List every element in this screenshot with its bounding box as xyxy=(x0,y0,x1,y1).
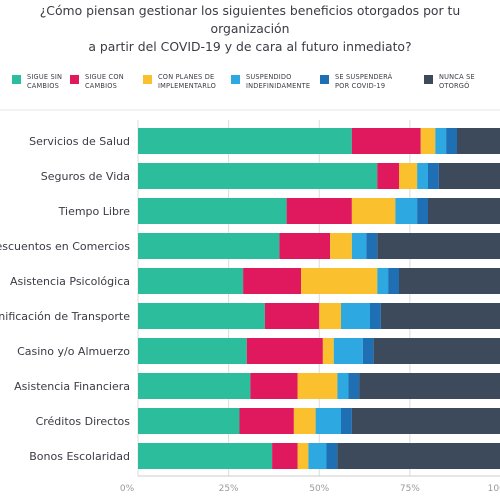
bar-segment xyxy=(301,268,378,294)
legend-item: SIGUE SIN CAMBIOS xyxy=(12,73,62,91)
bar-segment xyxy=(250,373,298,399)
bar-segment xyxy=(373,338,500,364)
legend-swatch xyxy=(70,75,79,84)
category-label: Bonos Escolaridad xyxy=(29,450,130,463)
bar-segment xyxy=(246,338,323,364)
bar-segment xyxy=(337,443,500,469)
legend-item: SE SUSPENDERÁ POR COVID-19 xyxy=(320,73,392,91)
category-label: Bonificación de Transporte xyxy=(0,310,130,323)
legend-swatch xyxy=(320,75,329,84)
bar-segment xyxy=(337,373,349,399)
category-label: Tiempo Libre xyxy=(58,205,131,218)
bar-segment xyxy=(272,443,298,469)
legend-item: SUSPENDIDO INDEFINIDAMENTE xyxy=(231,73,310,91)
legend-label: SE SUSPENDERÁ POR COVID-19 xyxy=(335,73,393,90)
legend-label: SIGUE SIN CAMBIOS xyxy=(27,73,63,90)
bar-segment xyxy=(366,233,378,259)
bar-segment xyxy=(297,443,309,469)
bar-segment xyxy=(446,128,457,154)
category-label: Asistencia Psicológica xyxy=(10,275,130,288)
bar-segment xyxy=(438,163,500,189)
bar-segment xyxy=(395,198,418,224)
bar-segment xyxy=(351,408,500,434)
bar-segment xyxy=(377,233,500,259)
legend-label: CON PLANES DE IMPLEMENTARLO xyxy=(158,73,217,90)
legend-label: NUNCA SE OTORGÓ xyxy=(439,73,475,90)
bar-segment xyxy=(428,198,500,224)
category-label: Servicios de Salud xyxy=(29,135,130,148)
bar-segment xyxy=(297,373,338,399)
x-tick-label: 0% xyxy=(120,484,135,494)
bar-segment xyxy=(286,198,352,224)
legend-label: SIGUE CON CAMBIOS xyxy=(85,73,124,90)
bar-segment xyxy=(322,338,334,364)
bar-segment xyxy=(341,408,352,434)
legend-item: SIGUE CON CAMBIOS xyxy=(70,73,124,91)
bar-segment xyxy=(351,233,367,259)
bar-segment xyxy=(138,268,244,294)
x-tick-label: 50% xyxy=(309,484,329,494)
bar-segment xyxy=(370,303,381,329)
category-label: Descuentos en Comercios xyxy=(0,240,130,253)
bar-segment xyxy=(351,198,396,224)
bar-segment xyxy=(315,408,341,434)
bar-segment xyxy=(362,338,374,364)
bar-segment xyxy=(351,128,421,154)
legend-label: SUSPENDIDO INDEFINIDAMENTE xyxy=(246,73,311,90)
bar-segment xyxy=(243,268,302,294)
bar-segment xyxy=(138,408,240,434)
bar-segment xyxy=(399,268,500,294)
bar-segment xyxy=(308,443,327,469)
bar-segment xyxy=(333,338,363,364)
legend-item: CON PLANES DE IMPLEMENTARLO xyxy=(143,73,216,91)
bar-segment xyxy=(138,163,378,189)
bar-segment xyxy=(417,163,428,189)
bar-segment xyxy=(377,163,399,189)
bar-segment xyxy=(293,408,316,434)
category-label: Casino y/o Almuerzo xyxy=(17,345,130,358)
legend-item: NUNCA SE OTORGÓ xyxy=(424,73,500,91)
bar-segment xyxy=(380,303,500,329)
category-label: Asistencia Financiera xyxy=(14,380,130,393)
legend: SIGUE SIN CAMBIOS SIGUE CON CAMBIOS CON PL… xyxy=(0,0,500,110)
bar-segment xyxy=(279,233,331,259)
bar-segment xyxy=(428,163,439,189)
bar-segment xyxy=(138,128,352,154)
bar-segment xyxy=(138,303,265,329)
bar-segment xyxy=(417,198,428,224)
bar-segment xyxy=(359,373,500,399)
bar-segment xyxy=(319,303,341,329)
legend-swatch xyxy=(143,75,152,84)
bar-segment xyxy=(239,408,294,434)
bar-segment xyxy=(420,128,436,154)
category-label: Créditos Directos xyxy=(36,415,131,428)
x-tick-label: 75% xyxy=(400,484,420,494)
legend-swatch xyxy=(231,75,240,84)
bar-segment xyxy=(326,443,338,469)
bar-segment xyxy=(138,198,287,224)
bar-segment xyxy=(138,233,280,259)
legend-swatch xyxy=(424,75,433,84)
x-tick-label: 25% xyxy=(219,484,239,494)
bar-segment xyxy=(388,268,399,294)
bar-segment xyxy=(377,268,389,294)
category-label: Seguros de Vida xyxy=(41,170,130,183)
bar-segment xyxy=(330,233,352,259)
bar-segment xyxy=(348,373,360,399)
bar-segment xyxy=(399,163,418,189)
bar-segment xyxy=(264,303,320,329)
x-tick-label: 100% xyxy=(488,484,500,494)
bar-segment xyxy=(138,443,273,469)
bar-segment xyxy=(138,373,251,399)
chart-title: ¿Cómo piensan gestionar los siguientes b… xyxy=(39,3,461,54)
bar-segment xyxy=(341,303,370,329)
bar-segment xyxy=(435,128,447,154)
legend-swatch xyxy=(12,75,21,84)
bar-segment xyxy=(457,128,500,154)
bar-segment xyxy=(138,338,247,364)
